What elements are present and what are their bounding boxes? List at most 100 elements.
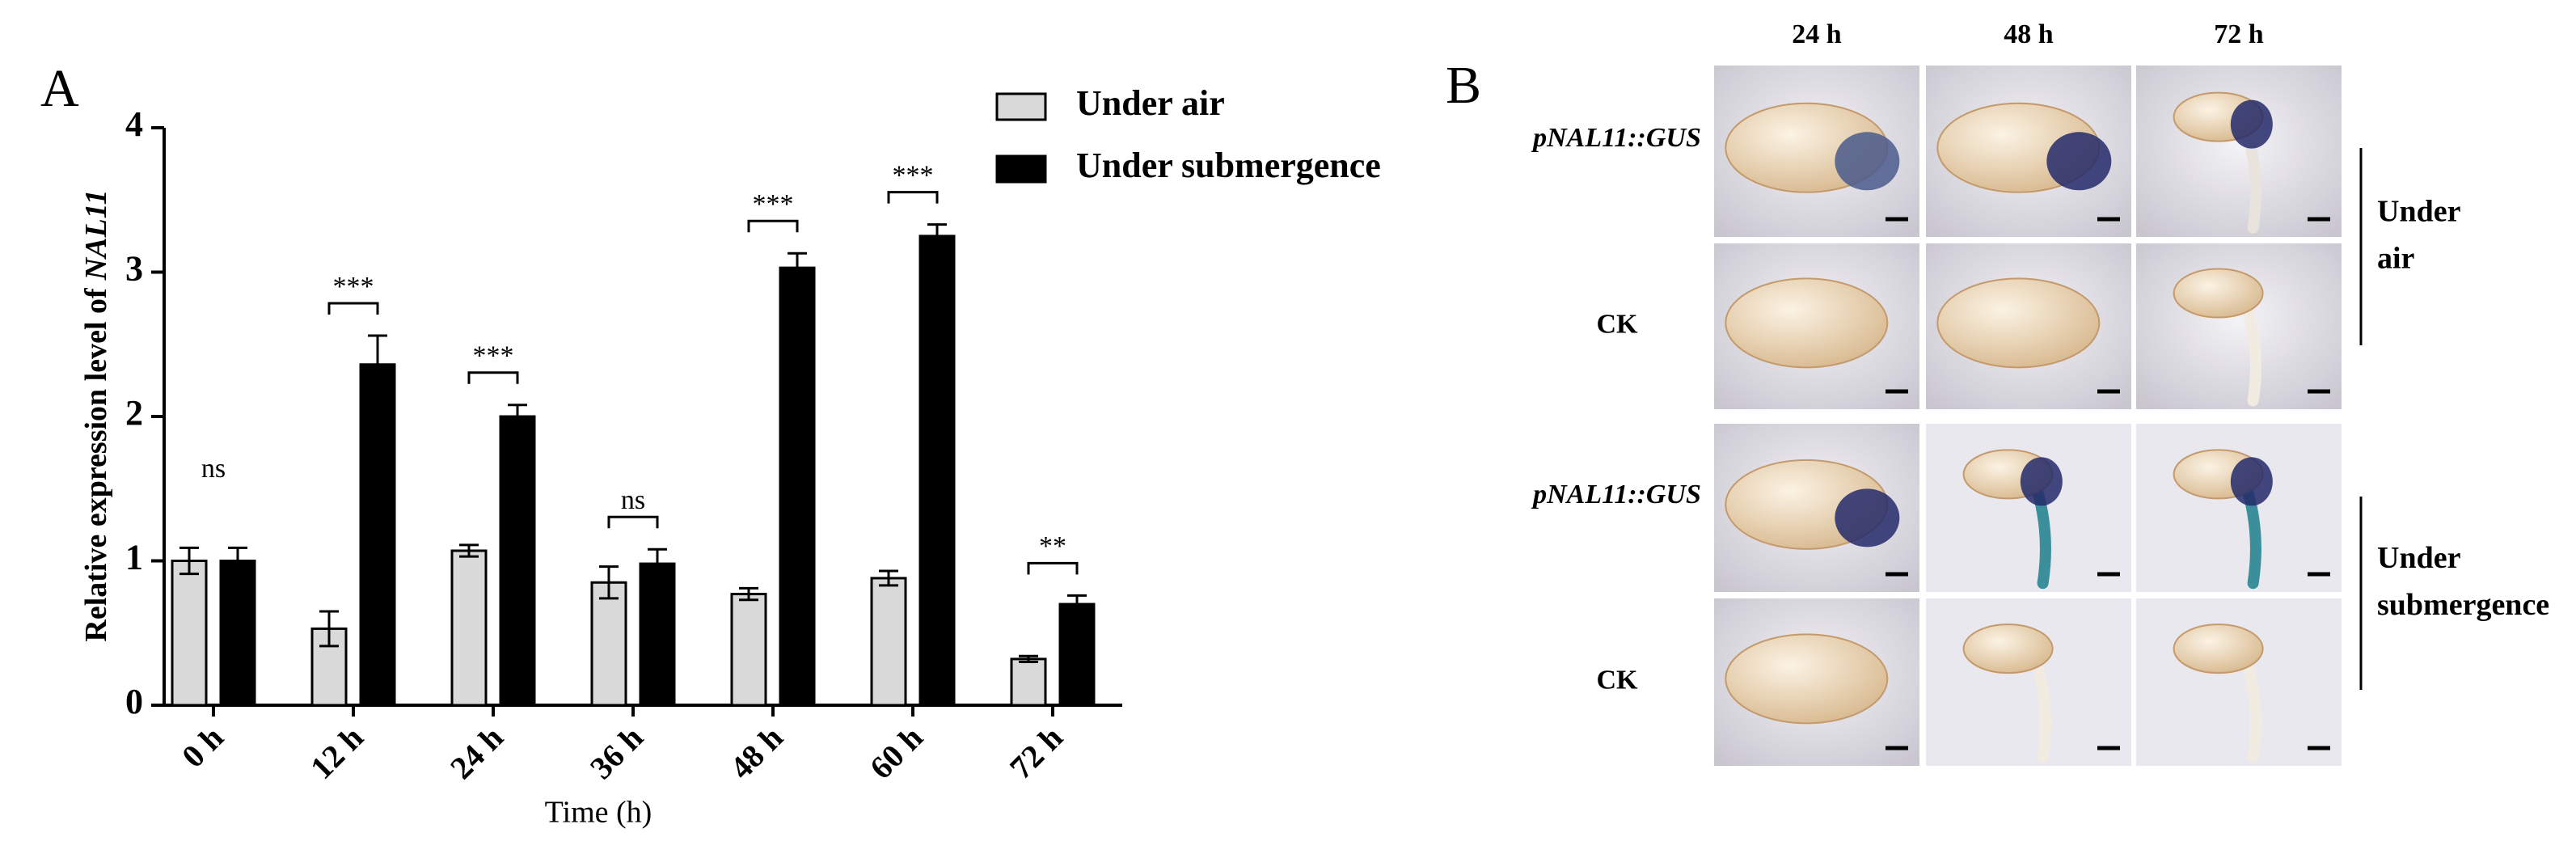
x-tick-label: 72 h [1003,719,1070,786]
seed-photo [2136,66,2342,237]
significance-label: *** [893,160,934,190]
bar [779,266,816,707]
photo-bg [2136,598,2342,766]
y-tick-label: 0 [125,682,143,721]
bar [359,363,396,707]
significance-label: ns [201,454,226,484]
error-bar [927,223,947,249]
gus-stain [1835,132,1900,191]
significance-bracket [887,191,939,204]
error-bar [179,546,199,576]
gus-stain [2230,99,2273,149]
bar [590,581,627,707]
y-tick-label: 4 [125,104,143,144]
photo-bg [1926,598,2131,766]
seed [1725,633,1889,725]
error-bar [739,586,758,602]
seed-photo [2136,424,2342,592]
y-label-text: Relative expression level of [79,287,113,642]
bar [870,577,907,707]
y-label-gene: NAL11 [79,189,113,281]
seed [2173,268,2264,319]
seed-photo [1714,66,1919,237]
column-header: 72 h [2214,19,2264,49]
panel-label: B [1446,56,1481,115]
significance-bracket [327,302,379,315]
y-tick-label: 3 [125,249,143,289]
legend-swatch [995,92,1047,121]
seed-photo [1714,243,1919,409]
significance-label: *** [753,189,794,219]
root [2239,651,2261,763]
root [2029,651,2051,763]
seed [1962,624,2054,674]
significance-bracket [1027,561,1079,575]
error-bar [228,546,247,576]
significance-label: *** [333,272,374,302]
x-tick-label: 0 h [175,719,230,775]
significance-bracket [747,219,799,233]
error-bar [368,334,387,395]
error-bar [319,610,339,648]
seed-photo [2136,243,2342,409]
photo-bg [2136,66,2342,237]
bar [450,549,488,707]
x-tick-label: 36 h [583,719,650,786]
bar [1010,657,1047,707]
row-label: pNAL11::GUS [1531,480,1701,509]
significance-label: ns [621,485,645,515]
seed-photo [1926,424,2131,592]
error-bar [508,404,527,429]
column-header: 24 h [1792,19,1842,49]
seed-photo [2136,598,2342,766]
y-tick-label: 1 [125,538,143,577]
legend-label: Under air [1076,83,1225,123]
seed [2173,624,2264,674]
row-label: CK [1597,309,1639,339]
significance-bracket [467,371,519,384]
photo-bg [1926,424,2131,592]
error-bar [1067,594,1087,615]
group-label: submergence [2377,588,2549,622]
bar [730,593,767,707]
seed-photo [1926,598,2131,766]
error-bar [648,547,667,580]
row-label: pNAL11::GUS [1531,123,1701,153]
x-tick-label: 48 h [723,719,790,786]
column-header: 48 h [2004,19,2054,49]
y-axis-label: Relative expression level of NAL11 [79,189,113,641]
error-bar [788,252,807,284]
group-label: Under [2377,541,2461,575]
x-tick-label: 12 h [303,719,370,786]
x-tick-label: 24 h [443,719,510,786]
error-bar [599,565,619,600]
seed-photo [1926,243,2131,409]
error-bar [879,569,898,587]
row-label: CK [1597,665,1639,695]
seed-photo [1714,424,1919,592]
bar [171,560,208,707]
x-tick-label: 60 h [863,719,930,786]
bar [918,235,956,707]
significance-label: *** [473,341,514,371]
group-label: Under [2377,195,2461,229]
root [2239,295,2261,407]
error-bar [1019,654,1038,663]
legend-swatch [995,154,1047,184]
y-tick-label: 2 [125,393,143,433]
seed-photo [1926,66,2131,237]
gus-stain [1835,488,1900,547]
bar [499,415,536,707]
bar [219,560,256,707]
photo-bg [2136,243,2342,409]
gus-stain [2230,457,2273,506]
seed [1936,277,2101,369]
gus-stain [2046,132,2112,191]
seed [1725,277,1889,369]
photo-bg [2136,424,2342,592]
significance-label: ** [1039,531,1066,561]
bar [1058,602,1096,707]
bar [639,562,676,707]
